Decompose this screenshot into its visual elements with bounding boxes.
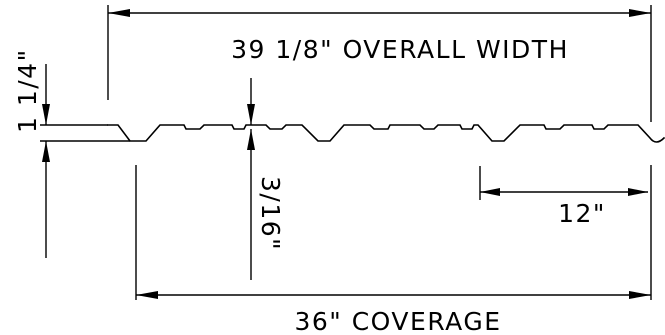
rib-depth-label: 3/16" xyxy=(256,176,285,251)
panel-profile xyxy=(107,124,665,143)
overall-width-label: 39 1/8" OVERALL WIDTH xyxy=(231,35,569,64)
rib-depth-dimension: 3/16" xyxy=(247,78,285,280)
rib-spacing-label: 12" xyxy=(558,199,606,228)
overall-width-dimension: 39 1/8" OVERALL WIDTH xyxy=(107,5,652,122)
panel-height-dimension: 1 1/4" xyxy=(13,48,130,258)
panel-height-label: 1 1/4" xyxy=(13,48,42,133)
rib-spacing-dimension: 12" xyxy=(479,166,648,228)
coverage-dimension: 36" COVERAGE xyxy=(135,165,652,335)
coverage-label: 36" COVERAGE xyxy=(294,307,501,335)
